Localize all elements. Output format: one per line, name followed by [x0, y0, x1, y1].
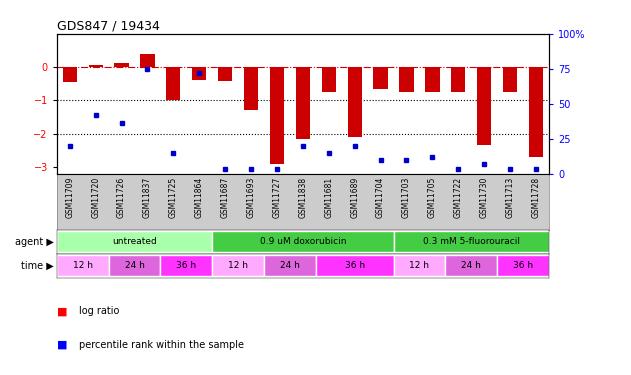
- Bar: [503, 67, 517, 92]
- Text: GSM11689: GSM11689: [350, 176, 359, 218]
- Text: 36 h: 36 h: [513, 261, 533, 270]
- Bar: [477, 67, 492, 145]
- Bar: [270, 67, 284, 164]
- Bar: [166, 67, 180, 100]
- Text: untreated: untreated: [112, 237, 157, 246]
- Bar: [244, 67, 258, 110]
- Text: time ▶: time ▶: [21, 261, 54, 270]
- Text: percentile rank within the sample: percentile rank within the sample: [79, 340, 244, 350]
- Bar: [57, 255, 109, 276]
- Bar: [497, 255, 549, 276]
- Bar: [160, 255, 212, 276]
- Bar: [322, 67, 336, 92]
- Text: GSM11703: GSM11703: [402, 176, 411, 218]
- Text: agent ▶: agent ▶: [15, 237, 54, 246]
- Bar: [57, 231, 212, 252]
- Text: GSM11838: GSM11838: [298, 176, 307, 218]
- Text: 24 h: 24 h: [124, 261, 144, 270]
- Bar: [140, 54, 155, 67]
- Text: 0.9 uM doxorubicin: 0.9 uM doxorubicin: [259, 237, 346, 246]
- Bar: [296, 67, 310, 139]
- Bar: [212, 255, 264, 276]
- Bar: [394, 231, 549, 252]
- Text: GSM11837: GSM11837: [143, 176, 152, 218]
- Bar: [316, 255, 394, 276]
- Bar: [425, 67, 440, 92]
- Text: GSM11705: GSM11705: [428, 176, 437, 218]
- Bar: [451, 67, 466, 92]
- Bar: [529, 67, 543, 157]
- Text: GDS847 / 19434: GDS847 / 19434: [57, 20, 160, 33]
- Bar: [394, 255, 445, 276]
- Text: GSM11704: GSM11704: [376, 176, 385, 218]
- Text: GSM11722: GSM11722: [454, 176, 463, 218]
- Text: 24 h: 24 h: [280, 261, 300, 270]
- Text: log ratio: log ratio: [79, 306, 119, 316]
- Text: GSM11730: GSM11730: [480, 176, 488, 218]
- Bar: [348, 67, 362, 137]
- Text: 36 h: 36 h: [176, 261, 196, 270]
- Text: GSM11727: GSM11727: [273, 176, 281, 218]
- Text: GSM11728: GSM11728: [531, 176, 541, 218]
- Text: GSM11681: GSM11681: [324, 176, 333, 218]
- Text: 12 h: 12 h: [228, 261, 248, 270]
- Bar: [212, 231, 394, 252]
- Text: GSM11726: GSM11726: [117, 176, 126, 218]
- Bar: [109, 255, 160, 276]
- Text: 36 h: 36 h: [345, 261, 365, 270]
- Text: GSM11864: GSM11864: [195, 176, 204, 218]
- Text: 24 h: 24 h: [461, 261, 481, 270]
- Text: GSM11693: GSM11693: [247, 176, 256, 218]
- Bar: [218, 67, 232, 81]
- Bar: [114, 63, 129, 67]
- Bar: [192, 67, 206, 80]
- Text: GSM11687: GSM11687: [221, 176, 230, 218]
- Text: 12 h: 12 h: [410, 261, 430, 270]
- Text: GSM11713: GSM11713: [505, 176, 515, 218]
- Text: GSM11725: GSM11725: [169, 176, 178, 218]
- Bar: [62, 67, 77, 82]
- Text: ■: ■: [57, 340, 68, 350]
- Bar: [374, 67, 387, 89]
- Text: 0.3 mM 5-fluorouracil: 0.3 mM 5-fluorouracil: [423, 237, 520, 246]
- Text: 12 h: 12 h: [73, 261, 93, 270]
- Text: GSM11720: GSM11720: [91, 176, 100, 218]
- Bar: [399, 67, 414, 92]
- Bar: [445, 255, 497, 276]
- Bar: [264, 255, 316, 276]
- Text: ■: ■: [57, 306, 68, 316]
- Text: GSM11709: GSM11709: [65, 176, 74, 218]
- Bar: [88, 65, 103, 67]
